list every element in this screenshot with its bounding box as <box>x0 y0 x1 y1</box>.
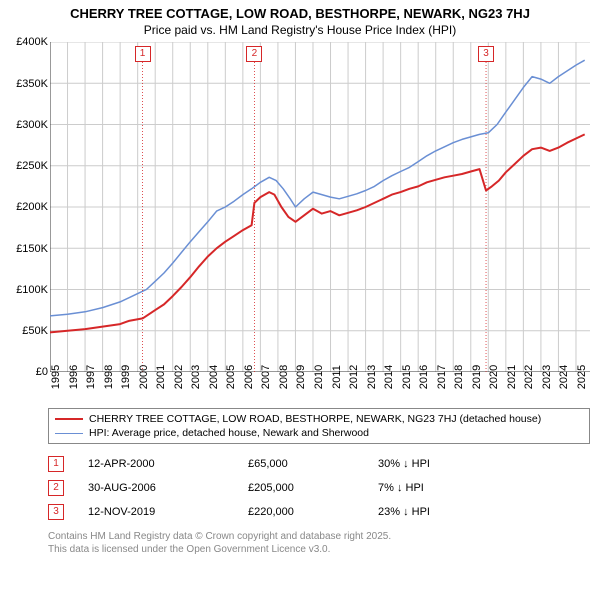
x-tick-label: 2025 <box>576 365 588 389</box>
x-tick-label: 2001 <box>155 365 167 389</box>
x-tick-label: 2024 <box>558 365 570 389</box>
x-tick-label: 2023 <box>541 365 553 389</box>
sale-row: 3 12-NOV-2019£220,00023% ↓ HPI <box>48 500 590 524</box>
x-tick-label: 2004 <box>208 365 220 389</box>
y-tick-label: £50K <box>22 325 48 337</box>
x-tick-label: 1995 <box>50 365 62 389</box>
x-tick-label: 2010 <box>313 365 325 389</box>
chart-area: £0£50K£100K£150K£200K£250K£300K£350K£400… <box>10 42 590 402</box>
x-tick-label: 2005 <box>225 365 237 389</box>
sale-row-marker: 3 <box>48 504 64 520</box>
footer-line2: This data is licensed under the Open Gov… <box>48 543 590 556</box>
x-tick-label: 2020 <box>488 365 500 389</box>
y-tick-label: £0 <box>36 366 48 378</box>
legend-swatch <box>55 433 83 434</box>
x-tick-label: 2012 <box>348 365 360 389</box>
x-tick-label: 2013 <box>366 365 378 389</box>
x-tick-label: 2009 <box>295 365 307 389</box>
x-tick-label: 2015 <box>401 365 413 389</box>
y-tick-label: £100K <box>16 284 48 296</box>
chart-title-line2: Price paid vs. HM Land Registry's House … <box>0 23 600 43</box>
sale-date: 30-AUG-2006 <box>88 482 248 494</box>
sale-row-marker: 1 <box>48 456 64 472</box>
chart-legend: CHERRY TREE COTTAGE, LOW ROAD, BESTHORPE… <box>48 408 590 444</box>
x-tick-label: 1999 <box>120 365 132 389</box>
y-tick-label: £350K <box>16 78 48 90</box>
x-tick-label: 1997 <box>85 365 97 389</box>
sale-marker-1: 1 <box>135 46 151 62</box>
x-tick-label: 2008 <box>278 365 290 389</box>
line-chart-svg <box>50 42 590 372</box>
x-tick-label: 2003 <box>190 365 202 389</box>
x-tick-label: 2019 <box>471 365 483 389</box>
sales-table: 1 12-APR-2000£65,00030% ↓ HPI 2 30-AUG-2006… <box>48 452 590 524</box>
legend-swatch <box>55 418 83 420</box>
sale-date: 12-APR-2000 <box>88 458 248 470</box>
x-tick-label: 2006 <box>243 365 255 389</box>
x-tick-label: 2021 <box>506 365 518 389</box>
x-tick-label: 2011 <box>331 366 343 390</box>
x-tick-label: 1996 <box>68 365 80 389</box>
sale-delta: 30% ↓ HPI <box>378 458 430 470</box>
chart-title-line1: CHERRY TREE COTTAGE, LOW ROAD, BESTHORPE… <box>0 0 600 23</box>
legend-item: CHERRY TREE COTTAGE, LOW ROAD, BESTHORPE… <box>55 412 583 426</box>
sale-date: 12-NOV-2019 <box>88 506 248 518</box>
y-tick-label: £400K <box>16 36 48 48</box>
y-tick-label: £250K <box>16 160 48 172</box>
x-tick-label: 2002 <box>173 365 185 389</box>
sale-delta: 7% ↓ HPI <box>378 482 424 494</box>
y-tick-label: £200K <box>16 201 48 213</box>
sale-row: 1 12-APR-2000£65,00030% ↓ HPI <box>48 452 590 476</box>
x-tick-label: 2000 <box>138 365 150 389</box>
legend-label: CHERRY TREE COTTAGE, LOW ROAD, BESTHORPE… <box>89 413 541 425</box>
footer-line1: Contains HM Land Registry data © Crown c… <box>48 530 590 543</box>
x-tick-label: 2007 <box>260 365 272 389</box>
x-tick-label: 2017 <box>436 365 448 389</box>
sale-delta: 23% ↓ HPI <box>378 506 430 518</box>
x-tick-label: 2016 <box>418 365 430 389</box>
legend-label: HPI: Average price, detached house, Newa… <box>89 427 369 439</box>
y-tick-label: £300K <box>16 119 48 131</box>
x-tick-label: 2022 <box>523 365 535 389</box>
y-tick-label: £150K <box>16 243 48 255</box>
sale-price: £205,000 <box>248 482 378 494</box>
sale-marker-3: 3 <box>478 46 494 62</box>
sale-row-marker: 2 <box>48 480 64 496</box>
sale-price: £220,000 <box>248 506 378 518</box>
x-tick-label: 2014 <box>383 365 395 389</box>
sale-marker-2: 2 <box>246 46 262 62</box>
attribution-footer: Contains HM Land Registry data © Crown c… <box>48 530 590 556</box>
x-tick-label: 2018 <box>453 365 465 389</box>
x-tick-label: 1998 <box>103 365 115 389</box>
legend-item: HPI: Average price, detached house, Newa… <box>55 426 583 440</box>
sale-row: 2 30-AUG-2006£205,0007% ↓ HPI <box>48 476 590 500</box>
sale-price: £65,000 <box>248 458 378 470</box>
